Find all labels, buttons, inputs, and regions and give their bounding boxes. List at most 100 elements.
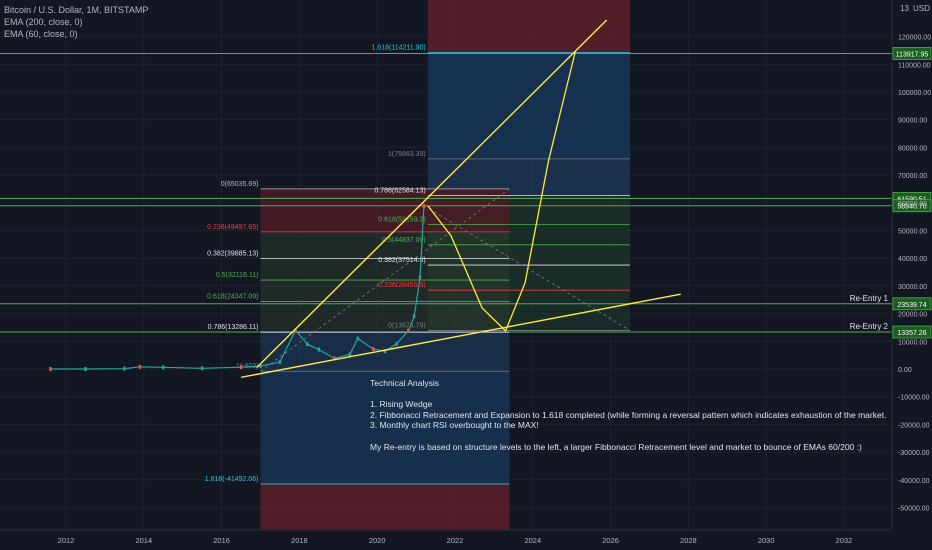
price-tag-text: 13357.26 xyxy=(897,330,926,337)
retracement-level-label: 0.382(39885.13) xyxy=(207,251,258,258)
price-candle xyxy=(259,364,262,369)
price-tag-text: 58940.70 xyxy=(897,204,926,211)
notes-line-1: 1. Rising Wedge xyxy=(370,399,433,410)
y-tick-label: 120000.00 xyxy=(898,35,931,42)
y-tick-label: -30000.00 xyxy=(898,450,930,457)
price-candle xyxy=(49,366,52,371)
price-line xyxy=(50,205,425,370)
y-tick-label: 50000.00 xyxy=(898,229,927,236)
price-tag-text: 113917.95 xyxy=(896,51,929,58)
y-tick-label: 70000.00 xyxy=(898,173,927,180)
wedge-trendline xyxy=(256,19,608,369)
extension-level-label: 0.236(28455.3) xyxy=(378,282,425,289)
price-tag xyxy=(892,47,932,60)
retracement-level-label: 0.786(13286.11) xyxy=(208,324,259,331)
notes-title: Technical Analysis xyxy=(370,378,439,388)
price-candle xyxy=(138,364,142,369)
y-tick-label: -20000.00 xyxy=(898,422,930,429)
price-candle xyxy=(200,366,204,371)
x-tick-label: 2032 xyxy=(836,536,853,545)
symbol-title[interactable]: Bitcoin / U.S. Dollar, 1M, BITSTAMP xyxy=(4,5,149,15)
price-candle xyxy=(294,328,297,333)
retracement-bottom-zone xyxy=(260,483,510,530)
horizontal-levels: Re-Entry 1Re-Entry 2113917.9561590.51589… xyxy=(0,47,932,339)
y-tick-label: 10000.00 xyxy=(898,339,927,346)
wedge-trendline xyxy=(240,293,681,378)
y-tick-label: 110000.00 xyxy=(898,62,931,69)
price-candle xyxy=(305,342,309,347)
price-candle xyxy=(412,314,416,319)
x-tick-label: 2018 xyxy=(291,536,308,545)
y-tick-label: 60000.00 xyxy=(898,201,927,208)
x-tick-label: 2012 xyxy=(58,536,75,545)
y-tick-label: 90000.00 xyxy=(898,118,927,125)
y-tick-label: 100000.00 xyxy=(898,90,931,97)
x-tick-label: 2030 xyxy=(758,536,775,545)
reentry-label: Re-Entry 1 xyxy=(850,294,889,303)
retracement-level-label: 0.236(49497.65) xyxy=(207,224,258,231)
y-tick-label: 30000.00 xyxy=(898,284,927,291)
extension-top-zone xyxy=(427,0,631,53)
retracement-level-label: 0.5(32116.11) xyxy=(216,272,259,279)
reentry-label: Re-Entry 2 xyxy=(850,322,889,331)
notes-line-3: 3. Monthly chart RSI overbought to the M… xyxy=(370,420,539,431)
retracement-level-label: 1.618(-41492.06) xyxy=(205,476,259,483)
chart-legend: Bitcoin / U.S. Dollar, 1M, BITSTAMP EMA … xyxy=(4,4,148,40)
fib-diagonal xyxy=(423,205,631,331)
retracement-level-label: 0.618(24347.09) xyxy=(207,294,258,301)
price-candle xyxy=(84,366,87,371)
x-tick-label: 2020 xyxy=(369,536,386,545)
price-candle xyxy=(348,352,352,357)
price-candle xyxy=(123,366,126,371)
extension-level-label: 0(13874.79) xyxy=(388,323,426,330)
extension-blue-zone xyxy=(427,52,631,159)
x-tick-label: 2014 xyxy=(135,536,152,545)
extension-level-label: 1.618(114211.90) xyxy=(372,45,426,52)
y-tick-label: 40000.00 xyxy=(898,256,927,263)
y-tick-label: -40000.00 xyxy=(898,478,930,485)
y-tick-label: 20000.00 xyxy=(898,312,927,319)
x-tick-label: 2028 xyxy=(680,536,697,545)
y-tick-label: 0.00 xyxy=(898,367,912,374)
extension-level-label: 0.786(62584.13) xyxy=(374,188,425,195)
price-candle xyxy=(395,341,398,346)
price-candle xyxy=(239,365,243,370)
x-tick-label: 2024 xyxy=(524,536,541,545)
notes-line-4: My Re-entry is based on structure levels… xyxy=(370,441,862,452)
y-tick-label: -50000.00 xyxy=(898,506,930,513)
corner-label: 13 xyxy=(900,4,909,13)
x-tick-label: 2016 xyxy=(213,536,230,545)
ema200-label[interactable]: EMA (200, close, 0) xyxy=(4,17,83,27)
currency-label[interactable]: USD xyxy=(913,4,930,13)
price-candle xyxy=(407,328,410,333)
price-tag xyxy=(892,297,932,311)
price-candle xyxy=(278,360,282,365)
retracement-lower-zone xyxy=(260,371,510,484)
price-candle xyxy=(317,347,321,352)
price-candle xyxy=(162,365,165,370)
price-candle xyxy=(372,347,375,352)
extension-level-label: 0.618(52159.3) xyxy=(378,217,425,224)
price-candle xyxy=(333,356,336,361)
drawings xyxy=(49,19,681,378)
extension-level-label: 0.382(37514.6) xyxy=(378,257,425,264)
x-tick-label: 2026 xyxy=(602,536,619,545)
notes-line-2: 2. Fibbonacci Retracement and Expansion … xyxy=(370,409,887,420)
y-tick-label: -10000.00 xyxy=(898,395,930,402)
price-candle xyxy=(383,349,387,354)
price-candle xyxy=(356,336,359,341)
ema60-label[interactable]: EMA (60, close, 0) xyxy=(4,29,78,39)
retracement-level-label: 0(65035.69) xyxy=(221,181,259,188)
price-candle xyxy=(418,275,422,280)
fib-zones xyxy=(260,0,631,530)
x-tick-label: 2022 xyxy=(447,536,464,545)
y-tick-label: 80000.00 xyxy=(898,145,927,152)
analysis-notes: Technical Analysis 1. Rising Wedge 2. Fib… xyxy=(370,378,886,452)
price-tag xyxy=(892,199,932,213)
price-tag xyxy=(892,325,932,339)
extension-level-label: 1(75863.39) xyxy=(388,151,426,158)
price-tag-text: 23539.74 xyxy=(897,302,926,309)
extension-level-label: 0.5(44837.00) xyxy=(382,237,426,244)
